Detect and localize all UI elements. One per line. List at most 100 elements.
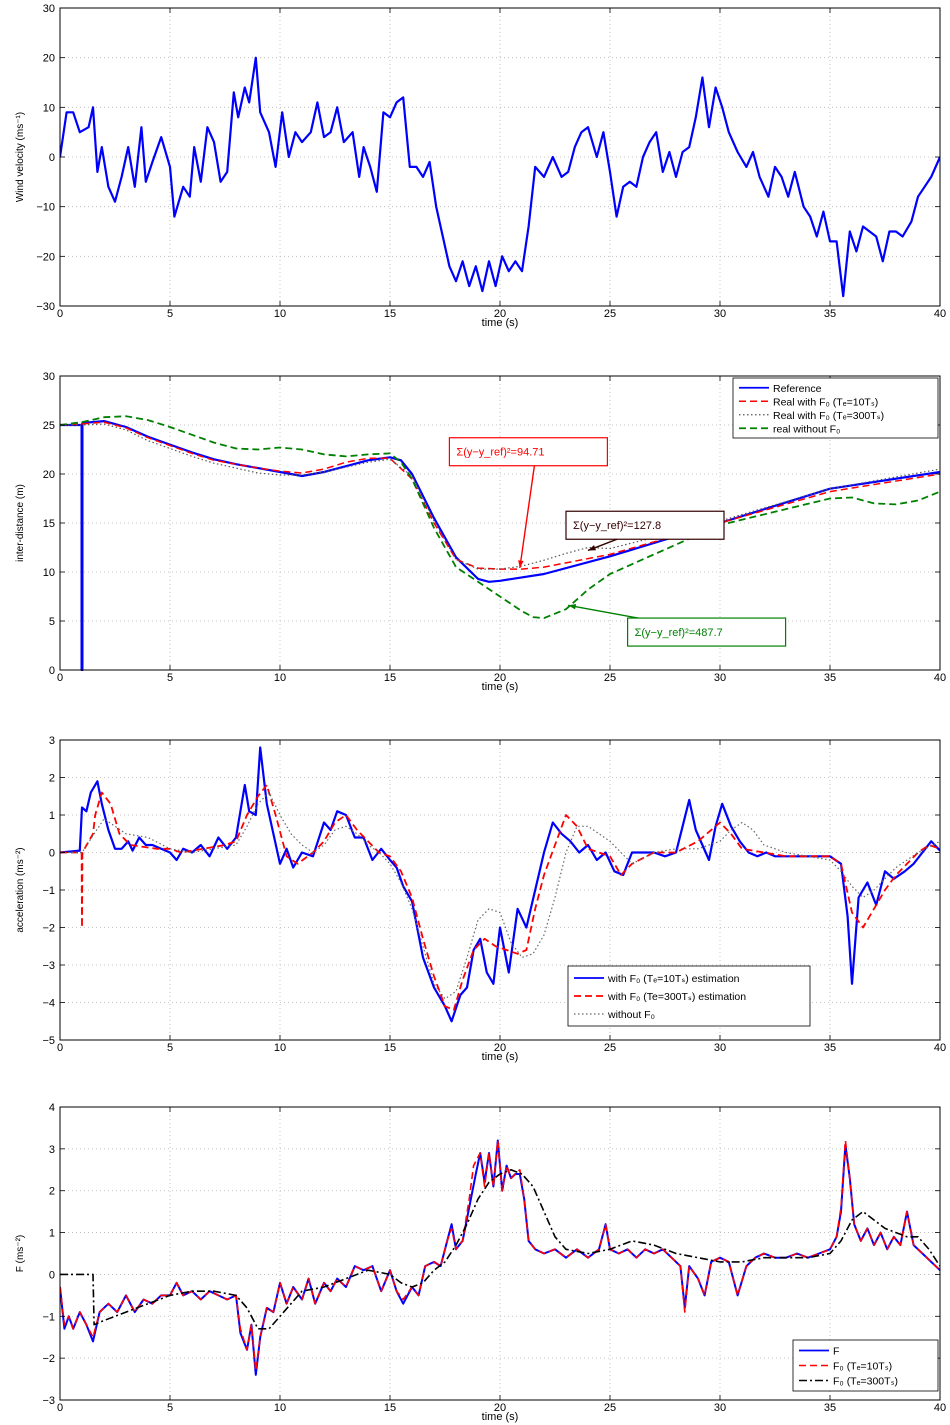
x-tick-label: 5 (167, 308, 173, 320)
x-tick-label: 10 (274, 1402, 286, 1414)
legend: F F₀ (Tₑ=10Tₛ) F₀ (Tₑ=300Tₛ) (792, 1339, 939, 1392)
legend-entry: real without F₀ (773, 423, 840, 435)
y-tick-label: −5 (42, 1035, 55, 1047)
legend-entry: Real with F₀ (Tₑ=300Tₛ) (773, 410, 884, 422)
y-tick-label: 20 (43, 53, 55, 65)
series-group (60, 746, 940, 1023)
series-line-3 (60, 791, 940, 1000)
x-tick-label: 10 (274, 1042, 286, 1054)
y-tick-label: 15 (43, 518, 55, 530)
x-tick-label: 10 (274, 672, 286, 684)
annotation-arrow (519, 451, 538, 569)
x-tick-label: 20 (494, 1402, 506, 1414)
x-tick-label: 35 (824, 1042, 836, 1054)
annotation-box (448, 437, 608, 467)
y-tick-label: 2 (49, 773, 55, 785)
x-tick-label: 20 (494, 672, 506, 684)
y-axis-label: Wind velocity (ms⁻¹) (15, 112, 26, 202)
x-tick-label: 0 (57, 1402, 63, 1414)
x-tick-label: 30 (714, 308, 726, 320)
x-tick-label: 35 (824, 1402, 836, 1414)
x-tick-label: 15 (384, 1402, 396, 1414)
y-tick-label: 30 (43, 3, 55, 15)
x-tick-label: 25 (604, 672, 616, 684)
y-axis-label: inter-distance (m) (15, 484, 26, 562)
y-tick-label: 25 (43, 420, 55, 432)
series-line-1 (60, 746, 940, 1023)
annotation-box (565, 510, 725, 540)
x-tick-label: 25 (604, 1042, 616, 1054)
y-tick-label: 0 (49, 848, 55, 860)
x-tick-label: 20 (494, 1042, 506, 1054)
annotation-2: Σ(y−y_ref)²=127.8 (565, 510, 725, 552)
series-group (60, 56, 940, 298)
annotation-text: Σ(y−y_ref)²=487.7 (635, 627, 723, 639)
y-tick-label: −3 (42, 960, 55, 972)
y-tick-label: 20 (43, 469, 55, 481)
series-group (60, 1139, 940, 1376)
legend-box (792, 1339, 939, 1392)
x-tick-label: 35 (824, 308, 836, 320)
x-tick-label: 10 (274, 308, 286, 320)
annotation-text: Σ(y−y_ref)²=127.8 (573, 520, 661, 532)
y-tick-label: −20 (36, 251, 55, 263)
series-line-2 (60, 1139, 940, 1372)
y-tick-label: 10 (43, 102, 55, 114)
y-tick-label: −3 (42, 1395, 55, 1407)
annotation-arrowhead (568, 603, 577, 610)
y-axis-label: acceleration (ms⁻²) (15, 847, 26, 932)
y-tick-label: 0 (49, 665, 55, 677)
legend-entry: F₀ (Tₑ=10Tₛ) (833, 1361, 892, 1373)
y-tick-label: −1 (42, 885, 55, 897)
y-tick-label: 3 (49, 735, 55, 747)
x-tick-label: 0 (57, 308, 63, 320)
legend-entry: with F₀ (Tₑ=10Tₛ) estimation (607, 973, 740, 985)
chart-panel-2: 0 5 10 15 20 25 30 35 40 0 5 10 15 20 25 30 time (s) inte… (15, 371, 946, 693)
y-tick-label: 3 (49, 1144, 55, 1156)
x-tick-label: 5 (167, 1402, 173, 1414)
x-tick-label: 40 (934, 1402, 946, 1414)
annotation-1: Σ(y−y_ref)²=94.71 (448, 437, 608, 569)
legend-entry: Reference (773, 383, 822, 395)
legend: with F₀ (Tₑ=10Tₛ) estimation with F₀ (Te=… (567, 965, 811, 1027)
x-axis-label: time (s) (482, 681, 519, 693)
x-tick-label: 0 (57, 1042, 63, 1054)
x-tick-label: 15 (384, 1042, 396, 1054)
y-tick-label: 5 (49, 616, 55, 628)
x-tick-label: 25 (604, 1402, 616, 1414)
x-axis-label: time (s) (482, 1411, 519, 1423)
x-tick-label: 25 (604, 308, 616, 320)
legend-entry: without F₀ (607, 1009, 655, 1021)
x-tick-label: 30 (714, 1042, 726, 1054)
legend-box (567, 965, 811, 1027)
y-tick-label: 1 (49, 810, 55, 822)
x-tick-label: 15 (384, 308, 396, 320)
series-line-2 (60, 421, 940, 570)
y-tick-label: 2 (49, 1186, 55, 1198)
y-tick-label: −10 (36, 202, 55, 214)
y-tick-label: −30 (36, 301, 55, 313)
annotation-arrowhead (588, 545, 596, 551)
x-tick-label: 40 (934, 308, 946, 320)
annotation-3: Σ(y−y_ref)²=487.7 (568, 603, 787, 647)
x-tick-label: 5 (167, 1042, 173, 1054)
chart-panel-1: 0 5 10 15 20 25 30 35 40 −30 −20 −10 0 10 20 30 time (s)… (15, 3, 946, 329)
series-line-1 (60, 56, 940, 298)
legend-entry: F (833, 1346, 839, 1358)
x-tick-label: 30 (714, 1402, 726, 1414)
series-line-4 (60, 415, 940, 619)
y-tick-label: 4 (49, 1102, 55, 1114)
y-tick-label: −4 (42, 998, 55, 1010)
y-tick-label: 10 (43, 567, 55, 579)
x-tick-label: 35 (824, 672, 836, 684)
y-tick-label: −2 (42, 923, 55, 935)
legend-entry: F₀ (Tₑ=300Tₛ) (833, 1376, 898, 1388)
y-tick-label: −2 (42, 1353, 55, 1365)
legend-entry: Real with F₀ (Tₑ=10Tₛ) (773, 396, 878, 408)
y-tick-label: 30 (43, 371, 55, 383)
x-tick-label: 15 (384, 672, 396, 684)
annotation-box (626, 617, 787, 647)
y-tick-label: 0 (49, 1269, 55, 1281)
